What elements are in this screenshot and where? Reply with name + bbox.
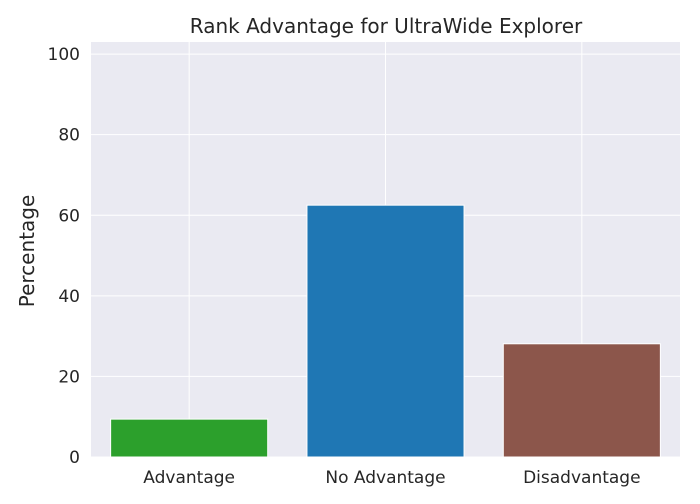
bar-advantage	[110, 418, 269, 458]
y-tick-label: 80	[58, 126, 80, 146]
chart-title: Rank Advantage for UltraWide Explorer	[190, 14, 583, 38]
y-tick-label: 20	[58, 367, 80, 387]
y-tick-label: 40	[58, 287, 80, 307]
y-tick-label: 0	[69, 448, 80, 468]
y-axis-label: Percentage	[15, 195, 39, 308]
y-tick-labels: 0 20 40 60 80 100	[48, 45, 80, 468]
bar-disadvantage	[502, 343, 661, 458]
bars	[110, 204, 661, 458]
x-tick-label: Disadvantage	[523, 468, 640, 488]
x-tick-label: Advantage	[143, 468, 235, 488]
y-tick-label: 60	[58, 206, 80, 226]
bar-no-advantage	[306, 204, 465, 458]
y-tick-label: 100	[48, 45, 80, 65]
x-tick-label: No Advantage	[325, 468, 445, 488]
x-tick-labels: Advantage No Advantage Disadvantage	[143, 468, 640, 488]
